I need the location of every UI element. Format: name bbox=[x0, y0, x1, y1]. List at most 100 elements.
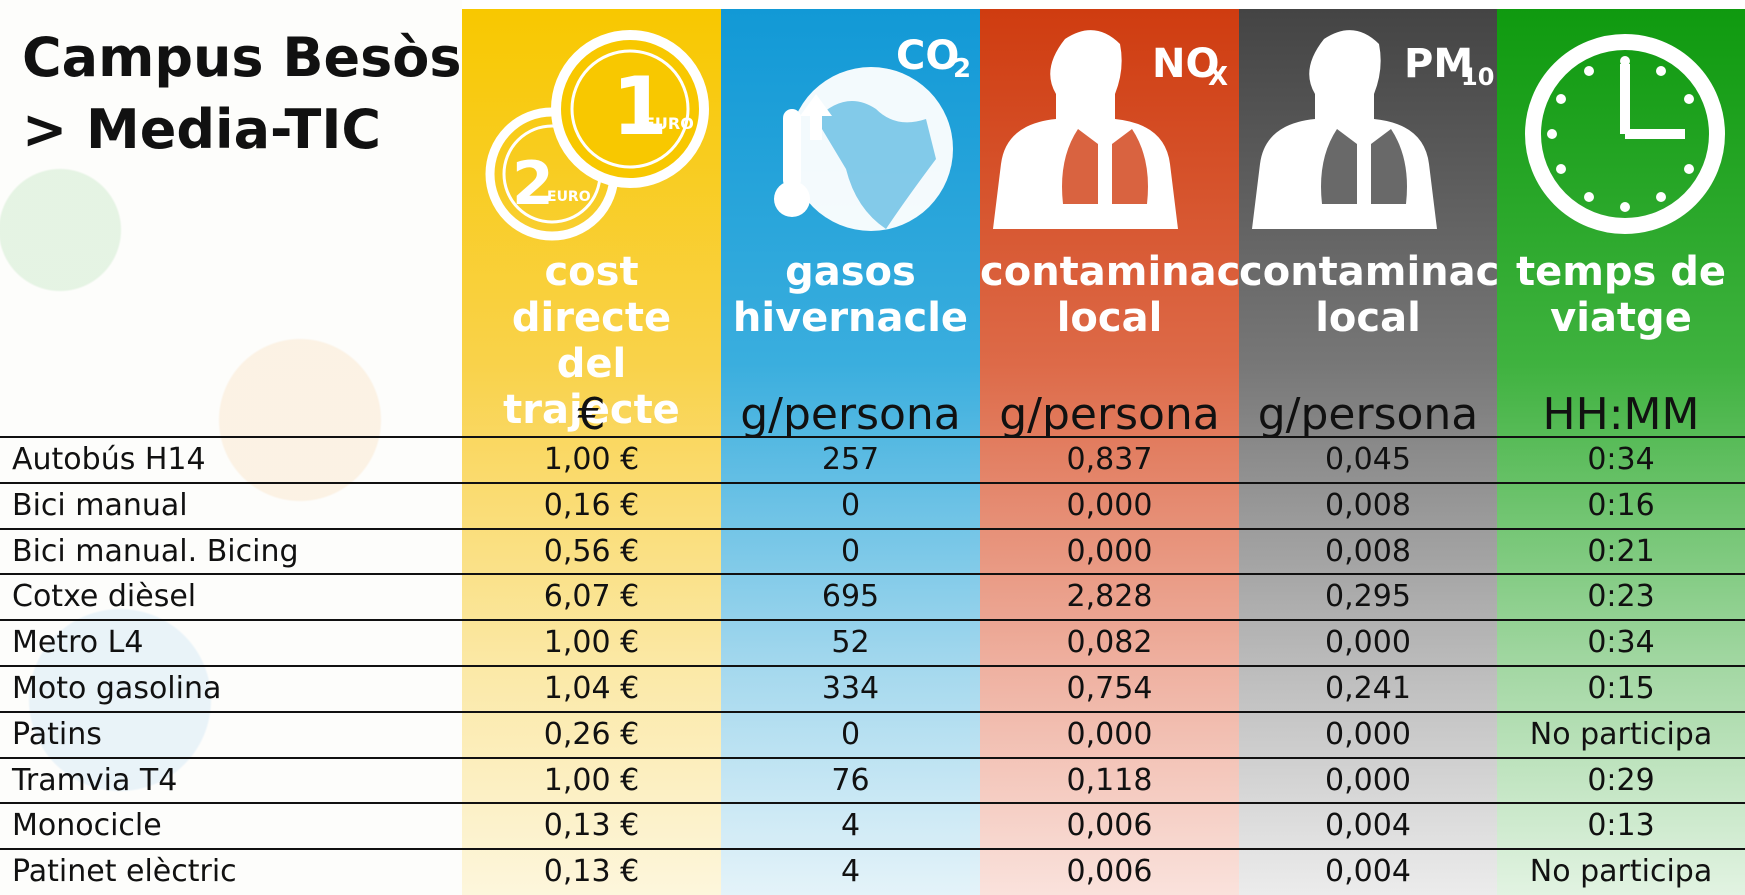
table-cell: 0,26 € bbox=[543, 716, 640, 752]
coin-number: 2 bbox=[512, 149, 554, 219]
table-cell: 0,000 bbox=[1066, 533, 1153, 569]
column-cost: 1 EURO 2 EURO cost directe del trajecte € bbox=[462, 9, 721, 895]
header-line: del trajecte bbox=[503, 341, 680, 433]
coin-unit: EURO bbox=[547, 189, 591, 205]
icon-label: NO bbox=[1152, 41, 1219, 87]
row-divider bbox=[0, 665, 1745, 667]
table-cell: 0,16 € bbox=[543, 487, 640, 523]
table-cell: 0,082 bbox=[1066, 625, 1153, 661]
row-divider bbox=[0, 573, 1745, 576]
row-divider bbox=[0, 710, 1745, 713]
column-header: gasos hivernacle bbox=[721, 249, 980, 341]
table-cell: 0,13 € bbox=[543, 808, 640, 844]
column-unit: g/persona bbox=[999, 389, 1220, 440]
row-label: Metro L4 bbox=[12, 625, 144, 661]
table-cell: 0:15 bbox=[1587, 671, 1655, 706]
header-line: gasos bbox=[785, 249, 916, 295]
table-cell: 0,241 bbox=[1325, 671, 1411, 706]
table-cell: 0,000 bbox=[1066, 487, 1153, 523]
header-line: contaminació bbox=[1239, 249, 1541, 295]
header-line: viatge bbox=[1550, 295, 1692, 341]
column-time: temps de viatge HH:MM bbox=[1497, 9, 1745, 895]
table-cell: No participa bbox=[1529, 716, 1713, 752]
title: Campus Besòs > Media-TIC bbox=[22, 22, 462, 166]
table-cell: 1,00 € bbox=[543, 762, 640, 798]
table-cell: 0,56 € bbox=[543, 533, 640, 569]
row-divider bbox=[0, 481, 1745, 484]
table-cell: 0:21 bbox=[1587, 533, 1655, 569]
column-header: cost directe del trajecte bbox=[462, 249, 721, 433]
table-cell: 0,004 bbox=[1325, 808, 1411, 844]
table-cell: 0,008 bbox=[1325, 533, 1411, 569]
column-nox: NO X contaminació local g/persona bbox=[980, 9, 1282, 895]
icon-lungs: NO X bbox=[993, 30, 1228, 229]
row-divider bbox=[0, 802, 1745, 805]
row-label: Autobús H14 bbox=[12, 442, 206, 477]
table-cell: 76 bbox=[831, 762, 870, 798]
table-cell: 2,828 bbox=[1066, 579, 1153, 615]
table-cell: 0 bbox=[840, 533, 861, 569]
table-cell: 0,000 bbox=[1066, 716, 1153, 752]
table-cell: 257 bbox=[821, 442, 880, 477]
row-label: Cotxe dièsel bbox=[12, 579, 197, 615]
column-co2: CO 2 gasos hivernacle g/persona bbox=[721, 9, 980, 895]
table-cell: 0,000 bbox=[1325, 716, 1411, 752]
column-unit: g/persona bbox=[1257, 389, 1479, 440]
row-divider bbox=[0, 527, 1745, 530]
table-cell: 4 bbox=[840, 808, 861, 844]
table-cell: 0:13 bbox=[1587, 808, 1655, 844]
header-line: local bbox=[1315, 295, 1421, 341]
row-label: Bici manual. Bicing bbox=[12, 533, 299, 569]
table-cell: No participa bbox=[1529, 854, 1713, 890]
table-cell: 52 bbox=[831, 625, 870, 661]
table-cell: 334 bbox=[821, 671, 880, 706]
table-cell: 0,000 bbox=[1325, 625, 1411, 661]
row-label: Moto gasolina bbox=[12, 671, 222, 706]
row-divider bbox=[0, 619, 1745, 622]
row-label: Bici manual bbox=[12, 487, 188, 523]
table-cell: 0,045 bbox=[1325, 442, 1411, 477]
column-header: contaminació local bbox=[1239, 249, 1541, 341]
table-cell: 0,295 bbox=[1325, 579, 1411, 615]
table-cell: 0 bbox=[840, 487, 861, 523]
icon-coins: 1 EURO 2 EURO bbox=[485, 30, 709, 241]
header-line: temps de bbox=[1515, 249, 1727, 295]
background bbox=[0, 0, 462, 895]
icon-label-sub: 10 bbox=[1461, 63, 1494, 91]
row-divider bbox=[0, 436, 1745, 438]
table-cell: 0,000 bbox=[1325, 762, 1411, 798]
table-cell: 6,07 € bbox=[543, 579, 640, 615]
table-cell: 0,837 bbox=[1066, 442, 1153, 477]
table-cell: 0:34 bbox=[1587, 442, 1655, 477]
table-cell: 0,118 bbox=[1066, 762, 1153, 798]
table-cell: 0:34 bbox=[1587, 625, 1655, 661]
icon-lungs: PM 10 bbox=[1252, 30, 1494, 229]
coin-unit: EURO bbox=[644, 114, 694, 133]
column-header: contaminació local bbox=[980, 249, 1282, 341]
row-label: Patins bbox=[12, 716, 102, 752]
column-unit: HH:MM bbox=[1542, 389, 1700, 440]
coin-number: 1 bbox=[612, 60, 668, 153]
icon-label-sub: 2 bbox=[953, 54, 971, 84]
header-line: cost directe bbox=[511, 249, 672, 341]
table-cell: 0 bbox=[840, 716, 861, 752]
table-cell: 1,04 € bbox=[543, 671, 640, 706]
table-cell: 0,006 bbox=[1066, 808, 1153, 844]
table-cell: 4 bbox=[840, 854, 861, 890]
row-label: Patinet elèctric bbox=[12, 854, 237, 890]
table-cell: 0,008 bbox=[1325, 487, 1411, 523]
column-unit: g/persona bbox=[740, 389, 961, 440]
icon-co2: CO 2 bbox=[774, 33, 971, 231]
title-line: Campus Besòs bbox=[22, 26, 462, 89]
row-divider bbox=[0, 756, 1745, 759]
table-cell: 0:16 bbox=[1587, 487, 1655, 523]
table-cell: 1,00 € bbox=[543, 625, 640, 661]
header-line: local bbox=[1056, 295, 1163, 341]
table-cell: 0:29 bbox=[1587, 762, 1655, 798]
column-header: temps de viatge bbox=[1497, 249, 1745, 341]
table-cell: 0:23 bbox=[1587, 579, 1655, 615]
table-cell: 0,004 bbox=[1325, 854, 1411, 890]
title-line: > Media-TIC bbox=[22, 98, 382, 161]
row-divider bbox=[0, 848, 1745, 851]
header-line: hivernacle bbox=[732, 295, 969, 341]
